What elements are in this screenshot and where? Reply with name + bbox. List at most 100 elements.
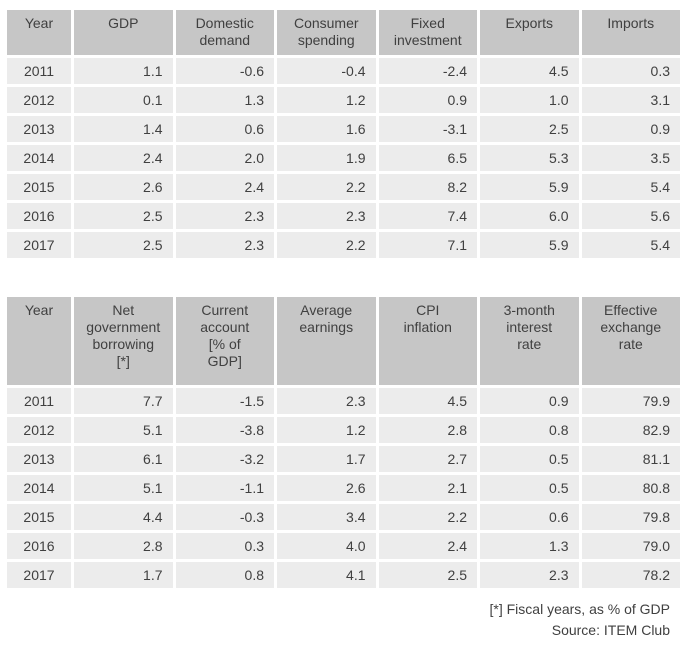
column-header-year: Year — [7, 297, 71, 385]
value-cell: 2.3 — [277, 203, 376, 229]
value-cell: 5.4 — [581, 174, 680, 200]
column-header: Imports — [581, 10, 680, 55]
year-cell: 2016 — [7, 203, 71, 229]
value-cell: -2.4 — [378, 58, 477, 84]
value-cell: -3.2 — [175, 446, 274, 472]
value-cell: 2.4 — [378, 533, 477, 559]
value-cell: 2.2 — [277, 232, 376, 258]
value-cell: 1.3 — [480, 533, 579, 559]
value-cell: 0.8 — [480, 417, 579, 443]
value-cell: -3.1 — [378, 116, 477, 142]
year-cell: 2011 — [7, 58, 71, 84]
value-cell: 0.5 — [480, 446, 579, 472]
column-header: 3-month interest rate — [480, 297, 579, 385]
column-header: GDP — [74, 10, 173, 55]
value-cell: 0.6 — [480, 504, 579, 530]
value-cell: 2.8 — [378, 417, 477, 443]
value-cell: 2.1 — [378, 475, 477, 501]
value-cell: 82.9 — [581, 417, 680, 443]
value-cell: 5.3 — [480, 145, 579, 171]
annual-table-header-row: Year GDP Domestic demand Consumer spending F… — [7, 10, 680, 55]
value-cell: 2.3 — [175, 232, 274, 258]
year-cell: 2014 — [7, 145, 71, 171]
table-row: 2013 6.1 -3.2 1.7 2.7 0.5 81.1 — [7, 446, 680, 472]
table-row: 2016 2.5 2.3 2.3 7.4 6.0 5.6 — [7, 203, 680, 229]
value-cell: 1.2 — [277, 87, 376, 113]
year-cell: 2013 — [7, 446, 71, 472]
value-cell: 2.7 — [378, 446, 477, 472]
value-cell: 7.4 — [378, 203, 477, 229]
value-cell: 4.1 — [277, 562, 376, 588]
value-cell: 2.4 — [175, 174, 274, 200]
table-footer: [*] Fiscal years, as % of GDP Source: IT… — [4, 599, 683, 641]
footnote-text: [*] Fiscal years, as % of GDP — [489, 601, 671, 617]
value-cell: -0.3 — [175, 504, 274, 530]
year-cell: 2015 — [7, 174, 71, 200]
value-cell: 6.1 — [74, 446, 173, 472]
value-cell: -0.6 — [175, 58, 274, 84]
value-cell: 2.8 — [74, 533, 173, 559]
value-cell: 2.6 — [74, 174, 173, 200]
year-cell: 2015 — [7, 504, 71, 530]
value-cell: 78.2 — [581, 562, 680, 588]
value-cell: 5.9 — [480, 174, 579, 200]
value-cell: -1.5 — [175, 388, 274, 414]
table-row: 2013 1.4 0.6 1.6 -3.1 2.5 0.9 — [7, 116, 680, 142]
value-cell: 0.3 — [175, 533, 274, 559]
value-cell: 0.6 — [175, 116, 274, 142]
value-cell: 0.9 — [378, 87, 477, 113]
value-cell: 1.7 — [74, 562, 173, 588]
value-cell: 2.2 — [277, 174, 376, 200]
value-cell: 4.5 — [480, 58, 579, 84]
value-cell: 5.1 — [74, 417, 173, 443]
year-cell: 2017 — [7, 562, 71, 588]
column-header: Consumer spending — [277, 10, 376, 55]
value-cell: 1.4 — [74, 116, 173, 142]
value-cell: 4.4 — [74, 504, 173, 530]
value-cell: 81.1 — [581, 446, 680, 472]
value-cell: 4.5 — [378, 388, 477, 414]
value-cell: 3.4 — [277, 504, 376, 530]
value-cell: 2.5 — [480, 116, 579, 142]
column-header: Exports — [480, 10, 579, 55]
year-cell: 2014 — [7, 475, 71, 501]
table-row: 2012 0.1 1.3 1.2 0.9 1.0 3.1 — [7, 87, 680, 113]
value-cell: 5.9 — [480, 232, 579, 258]
source-text: Source: ITEM Club — [551, 622, 670, 638]
table-row: 2017 2.5 2.3 2.2 7.1 5.9 5.4 — [7, 232, 680, 258]
year-cell: 2012 — [7, 417, 71, 443]
column-header: Effective exchange rate — [581, 297, 680, 385]
value-cell: 5.4 — [581, 232, 680, 258]
column-header-year: Year — [7, 10, 71, 55]
value-cell: 2.0 — [175, 145, 274, 171]
value-cell: 2.5 — [378, 562, 477, 588]
table-row: 2014 5.1 -1.1 2.6 2.1 0.5 80.8 — [7, 475, 680, 501]
value-cell: 1.2 — [277, 417, 376, 443]
column-header: Domestic demand — [175, 10, 274, 55]
value-cell: 79.0 — [581, 533, 680, 559]
value-cell: 5.6 — [581, 203, 680, 229]
table-row: 2011 1.1 -0.6 -0.4 -2.4 4.5 0.3 — [7, 58, 680, 84]
value-cell: 6.5 — [378, 145, 477, 171]
value-cell: -3.8 — [175, 417, 274, 443]
value-cell: 3.5 — [581, 145, 680, 171]
value-cell: 2.5 — [74, 232, 173, 258]
value-cell: 2.3 — [277, 388, 376, 414]
annual-growth-table: Year GDP Domestic demand Consumer spending F… — [4, 7, 683, 261]
value-cell: 5.1 — [74, 475, 173, 501]
year-cell: 2011 — [7, 388, 71, 414]
value-cell: 7.1 — [378, 232, 477, 258]
value-cell: 80.8 — [581, 475, 680, 501]
value-cell: 4.0 — [277, 533, 376, 559]
value-cell: 1.0 — [480, 87, 579, 113]
column-header: Average earnings — [277, 297, 376, 385]
value-cell: 1.1 — [74, 58, 173, 84]
value-cell: 0.5 — [480, 475, 579, 501]
value-cell: 0.1 — [74, 87, 173, 113]
table-row: 2015 4.4 -0.3 3.4 2.2 0.6 79.8 — [7, 504, 680, 530]
fiscal-table-header-row: Year Net government borrowing [*] Current … — [7, 297, 680, 385]
value-cell: 0.9 — [480, 388, 579, 414]
year-cell: 2013 — [7, 116, 71, 142]
value-cell: 0.3 — [581, 58, 680, 84]
fiscal-monetary-table: Year Net government borrowing [*] Current … — [4, 294, 683, 591]
